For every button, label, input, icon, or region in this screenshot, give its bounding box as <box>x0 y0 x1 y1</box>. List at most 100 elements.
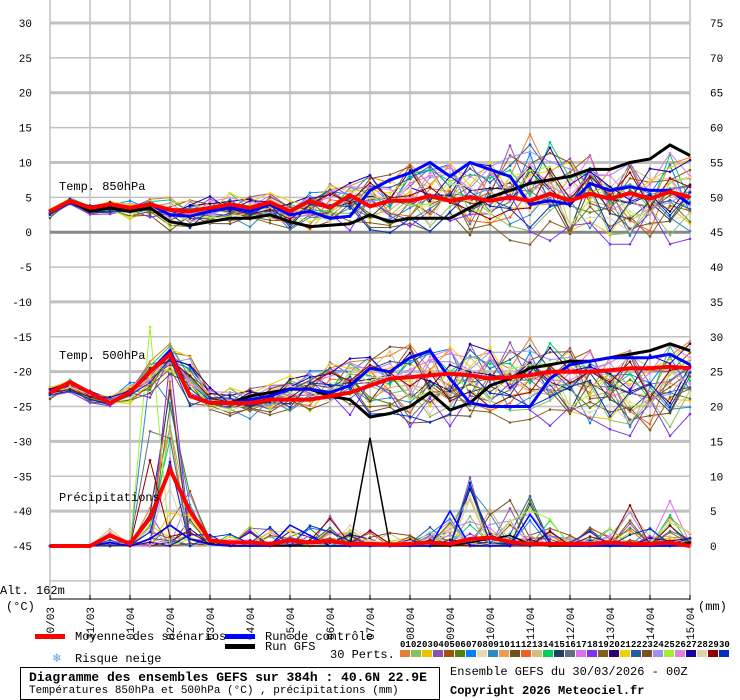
perturbation-point <box>548 527 552 530</box>
perturbation-point <box>488 381 492 384</box>
perturbation-point <box>608 380 612 384</box>
perturbation-point <box>448 163 452 167</box>
perturbation-point <box>548 209 552 212</box>
perturbation-point <box>548 146 552 150</box>
perturbation-point <box>328 190 332 194</box>
perturbation-point <box>288 402 292 405</box>
perturbation-point <box>588 393 592 396</box>
perturbation-point <box>508 155 512 159</box>
perturbation-point <box>508 381 512 384</box>
perturbation-point <box>608 410 612 414</box>
legend-control-swatch <box>225 634 255 639</box>
perturbation-point <box>328 515 332 518</box>
perturbation-point <box>528 349 532 353</box>
perturbation-swatch <box>554 650 564 657</box>
perturbation-point <box>448 182 452 185</box>
perturbation-point <box>648 428 652 432</box>
perturbation-point <box>408 390 412 394</box>
perturbation-point <box>528 211 532 215</box>
perturbation-point <box>348 357 352 360</box>
perturbation-point <box>628 200 632 203</box>
perturbation-point <box>488 346 492 349</box>
perturbation-point <box>248 526 252 530</box>
perturbation-point <box>408 190 412 194</box>
perturbation-point <box>388 191 392 195</box>
perturbation-point <box>568 385 572 389</box>
perturbation-point <box>408 206 412 210</box>
perturbation-point <box>388 392 392 396</box>
perturbation-point <box>508 362 512 365</box>
perturbation-point <box>228 411 232 415</box>
right-tick-label: 10 <box>710 472 723 484</box>
perturbation-point <box>348 402 352 406</box>
perturbation-point <box>528 538 532 541</box>
perturbation-point <box>488 532 492 536</box>
perturbation-point <box>68 387 72 391</box>
perturbation-point <box>548 171 552 175</box>
perturbation-number: 12 <box>521 640 532 650</box>
perturbation-point <box>308 369 312 373</box>
perturbation-point <box>468 227 472 231</box>
perturbation-point <box>228 198 232 202</box>
perturbation-point <box>588 385 592 389</box>
perturbation-point <box>668 535 672 538</box>
perturbation-point <box>508 518 512 522</box>
perturbation-point <box>428 386 432 390</box>
perturbation-point <box>428 415 432 419</box>
perturbation-point <box>128 385 132 389</box>
legend-perts-label: 30 Perts. <box>330 648 395 662</box>
perturbation-swatch <box>587 650 597 657</box>
left-tick-label: -45 <box>12 542 32 554</box>
x-date-label: 14/04 <box>646 607 658 640</box>
perturbation-point <box>388 224 392 227</box>
perturbation-point <box>548 205 552 208</box>
perturbation-point <box>488 357 492 360</box>
perturbation-point <box>388 226 392 229</box>
perturbation-point <box>688 375 692 378</box>
perturbation-point <box>488 373 492 376</box>
perturbation-point <box>448 412 452 416</box>
perturbation-point <box>688 386 692 389</box>
perturbation-point <box>128 217 132 221</box>
perturbation-point <box>628 531 632 534</box>
perturbation-point <box>268 191 272 195</box>
left-tick-label: 25 <box>19 54 32 66</box>
perturbation-point <box>508 407 512 411</box>
perturbation-point <box>628 378 632 381</box>
perturbation-point <box>528 378 532 382</box>
perturbation-point <box>168 196 172 199</box>
perturbation-point <box>468 219 472 222</box>
perturbation-point <box>428 185 432 189</box>
perturbation-point <box>168 457 172 461</box>
perturbation-point <box>628 217 632 221</box>
perturbation-point <box>188 518 192 521</box>
perturbation-point <box>668 233 672 237</box>
chart-title: Diagramme des ensembles GEFS sur 384h : … <box>29 670 427 685</box>
perturbation-swatch <box>444 650 454 657</box>
perturbation-point <box>428 530 432 534</box>
mean-line-t850 <box>49 189 691 214</box>
perturbation-point <box>308 400 312 404</box>
perturbation-point <box>208 195 212 198</box>
perturbation-point <box>628 390 632 394</box>
perturbation-point <box>448 363 452 367</box>
perturbation-point <box>408 181 412 185</box>
perturbation-point <box>488 186 492 190</box>
perturbation-point <box>288 199 292 203</box>
perturbation-point <box>528 243 532 246</box>
left-tick-label: 30 <box>19 19 32 31</box>
perturbation-point <box>628 214 632 217</box>
perturbation-point <box>468 408 472 412</box>
perturbation-number: 29 <box>708 640 719 650</box>
perturbation-swatch <box>708 650 718 657</box>
perturbation-point <box>528 388 532 391</box>
perturbation-point <box>468 343 472 346</box>
perturbation-point <box>208 386 212 389</box>
perturbation-point <box>168 372 172 376</box>
perturbation-point <box>668 396 672 399</box>
chart-subtitle: Températures 850hPa et 500hPa (°C) , pré… <box>29 685 399 697</box>
x-date-label: 09/04 <box>446 607 458 640</box>
left-tick-label: -20 <box>12 368 32 380</box>
perturbation-point <box>388 350 392 353</box>
perturbation-point <box>528 226 532 229</box>
